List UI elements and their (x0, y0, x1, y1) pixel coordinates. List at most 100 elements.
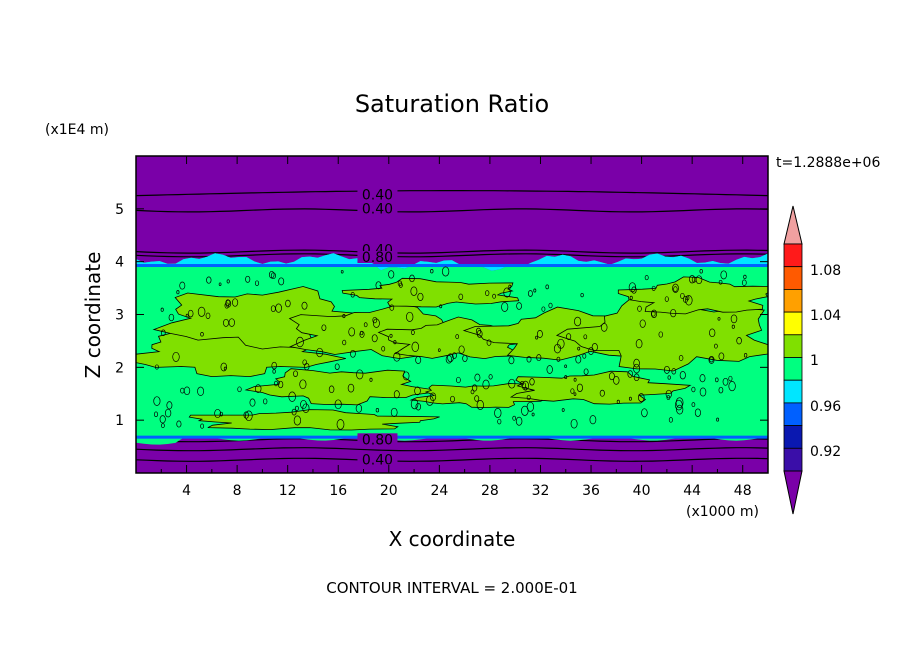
contour-squiggle (166, 401, 173, 410)
contour-squiggle (709, 328, 716, 338)
contour-squiggle (224, 302, 230, 309)
contour-squiggle (303, 362, 310, 371)
colorbar-label: 1 (810, 353, 819, 369)
contour-squiggle (334, 363, 340, 370)
contour-squiggle (411, 330, 415, 335)
contour-squiggle (573, 377, 577, 382)
contour-squiggle (185, 313, 189, 318)
contour-squiggle (206, 276, 212, 284)
y-tick-label: 4 (115, 255, 124, 271)
contour-squiggle (699, 268, 703, 274)
contour-squiggle (512, 415, 517, 421)
contour-squiggle (475, 327, 482, 335)
contour-squiggle (168, 313, 175, 322)
contour-squiggle (393, 340, 397, 345)
contour-squiggle (564, 364, 567, 369)
contour-squiggle (474, 395, 480, 402)
contour-squiggle (393, 351, 401, 362)
contour-squiggle (342, 339, 347, 346)
contour-squiggle (531, 412, 535, 417)
contour-squiggle (673, 286, 678, 292)
x-axis: 4 8 12 16 20 24 28 32 36 40 44 48 (160, 156, 752, 499)
colorbar: 1.08 1.04 1 0.96 0.92 (783, 205, 841, 515)
colorbar-label: 1.08 (810, 263, 841, 279)
contour-squiggle (670, 308, 677, 318)
contour-label: 0.40 (362, 452, 393, 468)
contour-squiggle (508, 378, 516, 389)
contour-squiggle (342, 314, 346, 319)
contour-squiggle (580, 292, 584, 298)
contour-squiggle (243, 411, 249, 419)
contour-line (136, 208, 768, 213)
contour-squiggle (397, 280, 403, 287)
x-tick-label: 36 (582, 483, 600, 499)
contour-squiggle (743, 274, 747, 280)
contour-squiggle (154, 364, 159, 370)
x-tick-label: 40 (633, 483, 651, 499)
contour-squiggle (176, 290, 180, 295)
contour-squiggle (462, 354, 468, 362)
contour-squiggle (682, 295, 689, 303)
contour-squiggle (336, 419, 345, 430)
contour-squiggle (471, 384, 478, 392)
contour-squiggle (613, 376, 620, 385)
contour-squiggle (639, 319, 646, 328)
contour-squiggle (638, 393, 645, 403)
contour-squiggle (302, 403, 310, 413)
contour-squiggle (375, 408, 380, 413)
contour-squiggle (666, 395, 671, 401)
contour-squiggle (200, 332, 204, 337)
contour-squiggle (575, 355, 582, 364)
contour-squiggle (633, 363, 641, 374)
contour-label-bg (357, 433, 398, 446)
contour-squiggle (219, 411, 223, 417)
contour-squiggle (695, 275, 703, 285)
contour-line (136, 249, 768, 254)
contour-squiggle (410, 398, 419, 410)
contour-squiggle (545, 284, 549, 290)
contour-squiggle (415, 356, 422, 364)
contour-squiggle (591, 343, 598, 352)
contour-squiggle (533, 288, 537, 293)
contour-squiggle (160, 307, 164, 312)
contour-squiggle (582, 353, 587, 359)
contour-squiggle (576, 383, 583, 392)
contour-squiggle (237, 386, 242, 393)
contour-squiggle (529, 378, 535, 386)
contour-squiggle (699, 374, 706, 383)
contour-squiggle (415, 402, 422, 411)
contour-interval-note: CONTOUR INTERVAL = 2.000E-01 (326, 579, 577, 597)
contour-label-bg (357, 202, 398, 215)
contour-squiggle (430, 269, 434, 274)
colorbar-label: 1.04 (810, 308, 841, 324)
contour-squiggle (476, 400, 484, 410)
contour-squiggle (716, 417, 720, 422)
contour-squiggle (393, 390, 400, 399)
contour-squiggle (455, 334, 460, 340)
contour-squiggle (691, 402, 696, 408)
y-axis: 1 2 3 4 5 (115, 202, 768, 429)
contour-squiggle (546, 365, 553, 374)
contour-squiggle (220, 362, 228, 372)
contour-squiggle (741, 279, 747, 286)
contour-squiggle (561, 408, 565, 412)
contour-squiggle (497, 418, 502, 425)
contour-squiggle (667, 375, 671, 380)
contour-squiggle (508, 356, 515, 365)
contour-squiggle (197, 386, 205, 396)
contour-squiggle (456, 376, 461, 384)
contour-squiggle (535, 335, 539, 340)
contour-squiggle (153, 411, 159, 418)
contour-squiggle (678, 355, 684, 361)
contour-squiggle (722, 377, 729, 386)
contour-squiggle (180, 387, 185, 394)
contour-squiggle (301, 301, 308, 310)
contour-squiggle (494, 408, 502, 418)
y-tick-label: 3 (115, 308, 124, 324)
contour-squiggle (633, 373, 640, 382)
contour-squiggle (451, 352, 457, 359)
contour-squiggle (708, 355, 715, 364)
contour-squiggle (714, 343, 718, 349)
contour-squiggle (273, 380, 279, 387)
contour-squiggle (441, 266, 450, 277)
